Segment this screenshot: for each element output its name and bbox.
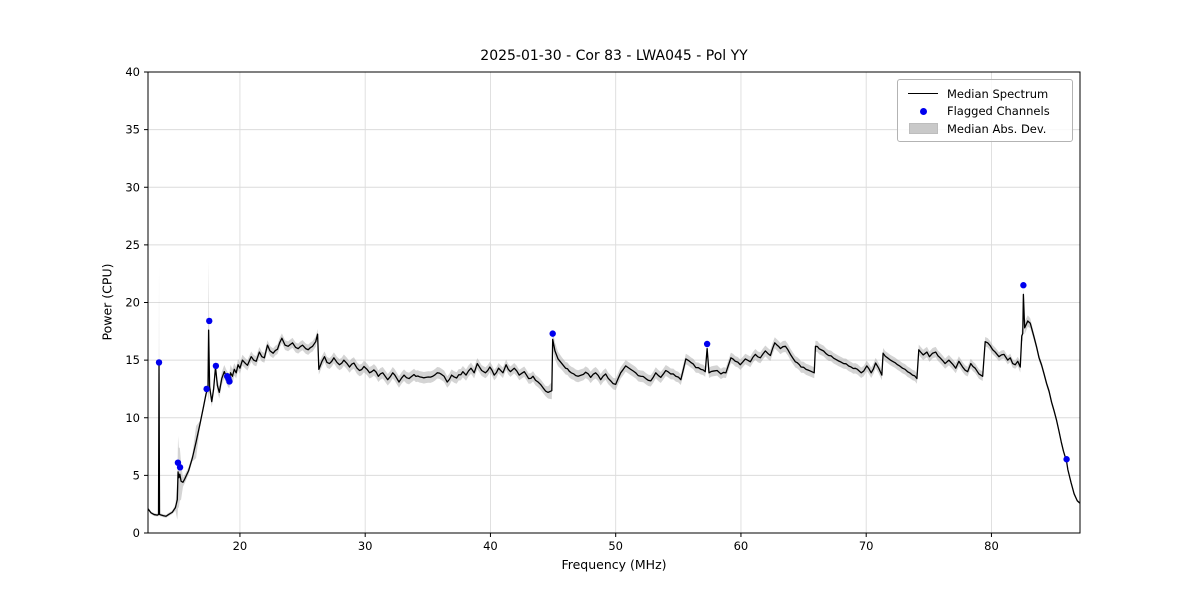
svg-text:25: 25 <box>125 238 140 252</box>
axis-ticks <box>144 71 992 537</box>
legend-item-mad: Median Abs. Dev. <box>907 120 1064 137</box>
svg-text:40: 40 <box>483 539 498 553</box>
svg-text:10: 10 <box>125 411 140 425</box>
legend-label: Flagged Channels <box>947 104 1050 118</box>
mad-band-swatch <box>907 123 939 134</box>
legend-item-median-spectrum: Median Spectrum <box>907 85 1064 102</box>
svg-text:15: 15 <box>125 353 140 367</box>
legend-label: Median Abs. Dev. <box>947 121 1047 136</box>
grid-lines <box>148 71 1080 534</box>
legend-label: Median Spectrum <box>947 86 1049 101</box>
svg-text:30: 30 <box>125 180 140 194</box>
svg-text:50: 50 <box>608 539 623 553</box>
svg-text:35: 35 <box>125 123 140 137</box>
plot-title: 2025-01-30 - Cor 83 - LWA045 - Pol YY <box>480 48 748 64</box>
plot-border <box>147 71 1081 534</box>
svg-text:40: 40 <box>125 65 140 79</box>
y-axis-label: Power (CPU) <box>99 263 115 341</box>
svg-text:20: 20 <box>233 539 248 553</box>
mad-band <box>148 258 1080 520</box>
svg-text:80: 80 <box>984 539 999 553</box>
flagged-dot-swatch <box>907 107 939 115</box>
flagged-channel-markers <box>155 282 1070 471</box>
legend-item-flagged-channels: Flagged Channels <box>907 103 1064 120</box>
median-spectrum-line <box>148 293 1080 517</box>
x-axis-label: Frequency (MHz) <box>561 557 667 572</box>
svg-text:30: 30 <box>358 539 373 553</box>
svg-text:60: 60 <box>734 539 749 553</box>
svg-text:20: 20 <box>125 296 140 310</box>
median-line-swatch <box>907 93 939 94</box>
svg-text:5: 5 <box>133 468 140 482</box>
axis-tick-labels: 20 30 40 50 60 70 80 0 5 10 15 20 25 30 35 40 <box>125 65 998 553</box>
svg-text:70: 70 <box>859 539 874 553</box>
legend: Median Spectrum Flagged Channels Median … <box>897 79 1073 142</box>
svg-text:0: 0 <box>133 526 140 540</box>
